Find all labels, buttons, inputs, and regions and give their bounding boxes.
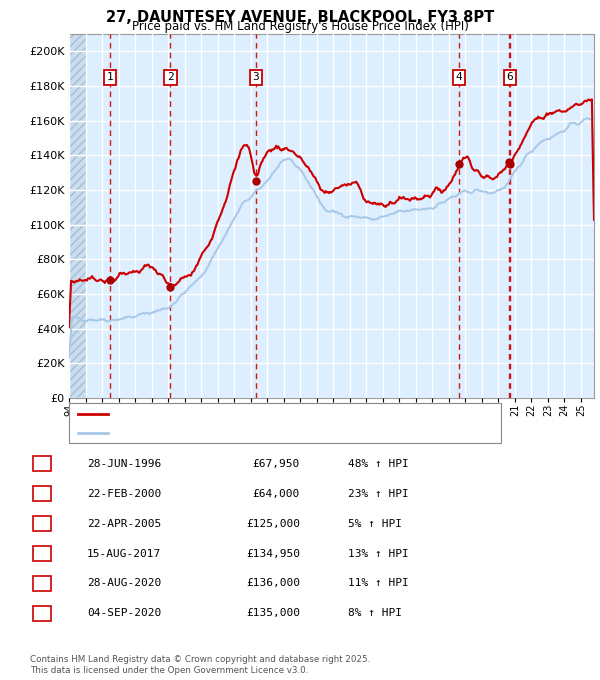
- Text: 11% ↑ HPI: 11% ↑ HPI: [348, 579, 409, 588]
- Text: 4: 4: [455, 72, 463, 82]
- Text: 5% ↑ HPI: 5% ↑ HPI: [348, 519, 402, 528]
- Text: HPI: Average price, semi-detached house, Blackpool: HPI: Average price, semi-detached house,…: [113, 428, 368, 438]
- Text: 1: 1: [38, 459, 46, 469]
- Text: £125,000: £125,000: [246, 519, 300, 528]
- Text: 15-AUG-2017: 15-AUG-2017: [87, 549, 161, 558]
- Text: 27, DAUNTESEY AVENUE, BLACKPOOL, FY3 8PT (semi-detached house): 27, DAUNTESEY AVENUE, BLACKPOOL, FY3 8PT…: [113, 409, 459, 419]
- Text: 6: 6: [506, 72, 513, 82]
- Text: 13% ↑ HPI: 13% ↑ HPI: [348, 549, 409, 558]
- Text: This data is licensed under the Open Government Licence v3.0.: This data is licensed under the Open Gov…: [30, 666, 308, 675]
- Text: £134,950: £134,950: [246, 549, 300, 558]
- Text: 1: 1: [107, 72, 113, 82]
- Text: £135,000: £135,000: [246, 609, 300, 618]
- Bar: [69, 34, 86, 398]
- Text: 04-SEP-2020: 04-SEP-2020: [87, 609, 161, 618]
- Text: 6: 6: [38, 609, 46, 618]
- Text: 3: 3: [253, 72, 259, 82]
- Text: 22-FEB-2000: 22-FEB-2000: [87, 489, 161, 498]
- Text: £64,000: £64,000: [253, 489, 300, 498]
- Text: 2: 2: [167, 72, 174, 82]
- Text: £136,000: £136,000: [246, 579, 300, 588]
- Text: 28-AUG-2020: 28-AUG-2020: [87, 579, 161, 588]
- Text: 2: 2: [38, 489, 46, 498]
- Text: 22-APR-2005: 22-APR-2005: [87, 519, 161, 528]
- Text: 48% ↑ HPI: 48% ↑ HPI: [348, 459, 409, 469]
- Text: 23% ↑ HPI: 23% ↑ HPI: [348, 489, 409, 498]
- Text: 8% ↑ HPI: 8% ↑ HPI: [348, 609, 402, 618]
- Text: £67,950: £67,950: [253, 459, 300, 469]
- Text: 4: 4: [38, 549, 46, 558]
- Text: 27, DAUNTESEY AVENUE, BLACKPOOL, FY3 8PT: 27, DAUNTESEY AVENUE, BLACKPOOL, FY3 8PT: [106, 10, 494, 25]
- Text: Price paid vs. HM Land Registry's House Price Index (HPI): Price paid vs. HM Land Registry's House …: [131, 20, 469, 33]
- Text: Contains HM Land Registry data © Crown copyright and database right 2025.: Contains HM Land Registry data © Crown c…: [30, 655, 370, 664]
- Text: 28-JUN-1996: 28-JUN-1996: [87, 459, 161, 469]
- Text: 3: 3: [38, 519, 46, 528]
- Bar: [69, 34, 86, 398]
- Text: 5: 5: [38, 579, 46, 588]
